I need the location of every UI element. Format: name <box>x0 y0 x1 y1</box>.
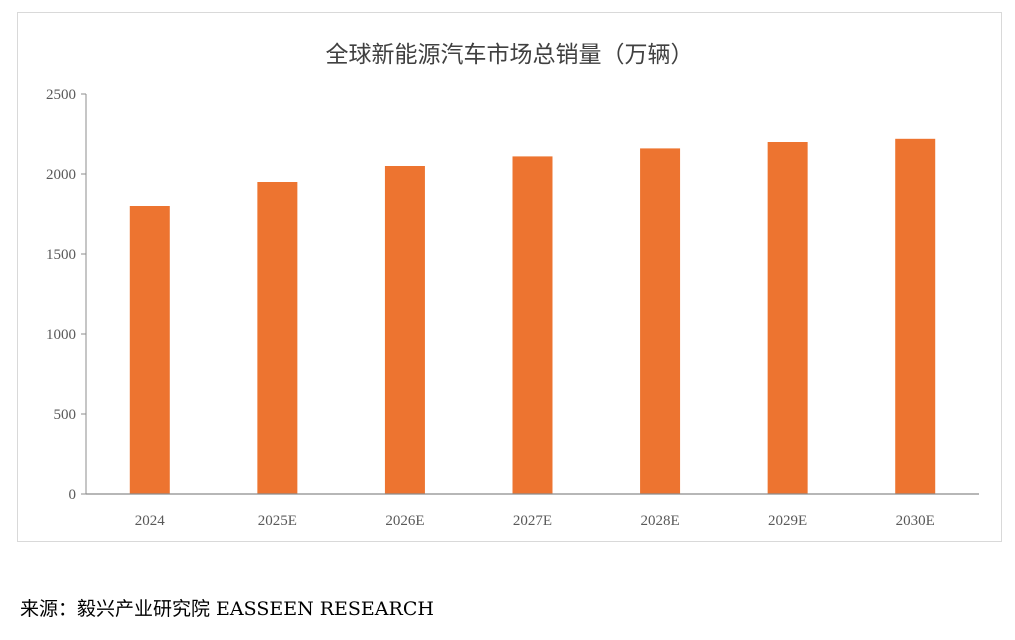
y-tick-label: 1500 <box>46 247 76 263</box>
chart-frame: 全球新能源汽车市场总销量（万辆） 0 500 1000 1500 2000 2500 202… <box>17 12 1002 542</box>
x-tick-label: 2024 <box>135 513 166 529</box>
y-tick-label: 1000 <box>46 327 76 343</box>
bar-chart: 0 500 1000 1500 2000 2500 2024 2025E 2026E 2027E 2… <box>46 87 979 529</box>
x-tick-label: 2028E <box>640 513 679 529</box>
bar-2025E <box>257 182 298 494</box>
x-tick-label: 2026E <box>385 513 424 529</box>
y-tick-label: 2000 <box>46 167 76 183</box>
y-tick-label: 0 <box>69 487 77 503</box>
y-tick-label: 500 <box>54 407 77 423</box>
bar-2029E <box>767 142 808 494</box>
x-tick-label: 2027E <box>513 513 552 529</box>
y-tick-label: 2500 <box>46 87 76 103</box>
chart-title: 全球新能源汽车市场总销量（万辆） <box>325 42 694 68</box>
x-tick-label: 2025E <box>258 513 297 529</box>
bar-2027E <box>512 156 553 494</box>
bar-2024 <box>129 206 170 494</box>
bar-2030E <box>895 138 936 495</box>
x-tick-label: 2029E <box>768 513 807 529</box>
x-tick-label: 2030E <box>896 513 935 529</box>
source-note: 来源：毅兴产业研究院 EASSEEN RESEARCH <box>20 598 434 620</box>
bar-2028E <box>640 148 681 494</box>
bar-2026E <box>384 166 425 494</box>
